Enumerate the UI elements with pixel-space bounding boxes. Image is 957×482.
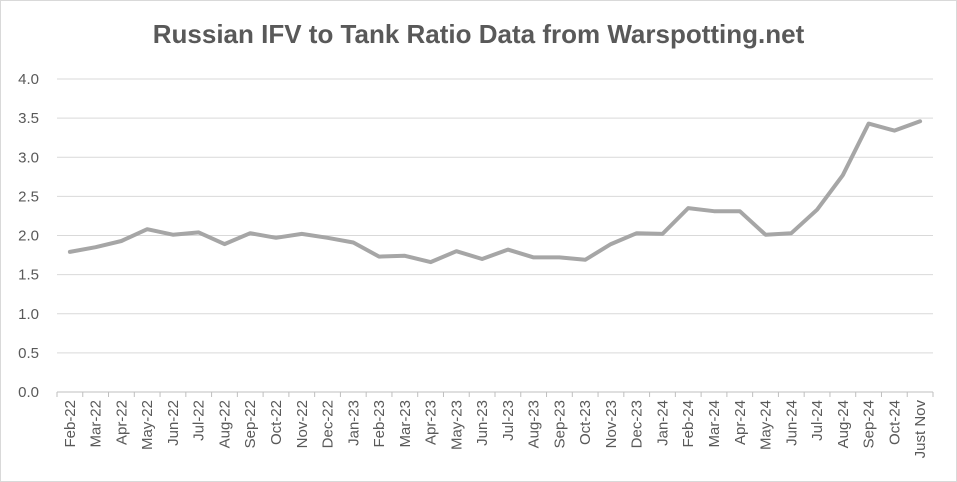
x-tick-label: Jan-24: [654, 400, 671, 446]
x-tick-label: May-24: [758, 400, 775, 450]
data-point: [171, 233, 174, 236]
data-point: [841, 174, 844, 177]
data-point: [481, 257, 484, 260]
x-tick-label: Jul-24: [809, 400, 826, 441]
x-tick-label: Dec-23: [629, 400, 646, 448]
x-tick-label: Jul-22: [191, 400, 208, 441]
data-point: [94, 246, 97, 249]
x-tick-label: Feb-24: [680, 400, 697, 448]
x-tick-label: Aug-22: [216, 400, 233, 448]
data-point: [919, 120, 922, 123]
data-point: [197, 231, 200, 234]
x-tick-label: Nov-22: [294, 400, 311, 448]
series-line: [67, 119, 923, 265]
series-layer: [67, 119, 923, 265]
x-tick-label: Oct-24: [886, 400, 903, 445]
data-point: [661, 232, 664, 235]
data-point: [713, 210, 715, 213]
y-tick-label: 3.0: [18, 149, 39, 166]
data-point: [378, 255, 381, 258]
y-axis-tick-labels: 0.0 0.5 1.0 1.5 2.0 2.5 3.0 3.5 4.0: [18, 71, 39, 401]
data-point: [893, 129, 896, 132]
x-tick-label: May-22: [139, 400, 156, 450]
x-tick-label: Jun-22: [165, 400, 182, 446]
data-point: [738, 210, 741, 213]
data-point: [584, 258, 587, 261]
x-tick-label: Apr-22: [113, 400, 130, 445]
y-tick-label: 4.0: [18, 71, 39, 88]
data-point: [790, 232, 793, 235]
data-point: [558, 256, 561, 259]
x-tick-label: Aug-24: [835, 400, 852, 448]
data-point: [532, 256, 535, 259]
x-tick-label: Jun-24: [783, 400, 800, 446]
x-tick-label: Feb-22: [62, 400, 79, 448]
data-point: [403, 254, 406, 257]
x-tick-label: Mar-22: [88, 400, 105, 448]
data-point: [687, 207, 690, 210]
data-point: [68, 250, 71, 253]
data-point: [352, 241, 355, 244]
data-point: [326, 236, 329, 239]
data-point: [429, 261, 432, 264]
data-point: [816, 208, 819, 211]
x-tick-label: Jun-23: [474, 400, 491, 446]
data-point: [120, 239, 123, 242]
chart-title: Russian IFV to Tank Ratio Data from Wars…: [152, 19, 805, 49]
data-point: [867, 122, 870, 125]
x-tick-label: Jan-23: [345, 400, 362, 446]
y-tick-label: 3.5: [18, 110, 39, 127]
x-tick-label: Apr-23: [423, 400, 440, 445]
data-point: [275, 236, 277, 239]
data-point: [223, 243, 226, 246]
x-tick-label: Nov-23: [603, 400, 620, 448]
data-point: [455, 250, 458, 253]
x-tick-label: May-23: [448, 400, 465, 450]
x-tick-label: Apr-24: [732, 400, 749, 445]
data-point: [300, 232, 303, 235]
data-point: [146, 228, 149, 231]
y-tick-label: 1.5: [18, 267, 39, 284]
data-point: [609, 243, 612, 246]
data-point: [764, 233, 767, 236]
y-tick-label: 1.0: [18, 306, 39, 323]
x-tick-label: Just Nov: [912, 400, 929, 459]
x-tick-label: Dec-22: [320, 400, 337, 448]
x-tick-label: Mar-23: [397, 400, 414, 448]
x-axis-tick-labels: Feb-22 Mar-22 Apr-22 May-22 Jun-22 Jul-22 Aug-…: [62, 400, 929, 459]
x-tick-label: Feb-23: [371, 400, 388, 448]
grid-lines: [56, 78, 934, 397]
x-tick-label: Oct-22: [268, 400, 285, 445]
data-point: [635, 232, 638, 235]
y-tick-label: 2.0: [18, 228, 39, 245]
x-tick-label: Aug-23: [526, 400, 543, 448]
x-tick-label: Oct-23: [577, 400, 594, 445]
y-tick-label: 2.5: [18, 188, 39, 205]
x-tick-label: Jul-23: [500, 400, 517, 441]
y-tick-label: 0.5: [18, 345, 39, 362]
data-point: [506, 248, 509, 251]
x-tick-label: Mar-24: [706, 400, 723, 448]
x-tick-label: Sep-23: [551, 400, 568, 448]
y-tick-label: 0.0: [18, 384, 39, 401]
x-tick-label: Sep-22: [242, 400, 259, 448]
data-point: [249, 232, 252, 235]
x-tick-label: Sep-24: [861, 400, 878, 448]
